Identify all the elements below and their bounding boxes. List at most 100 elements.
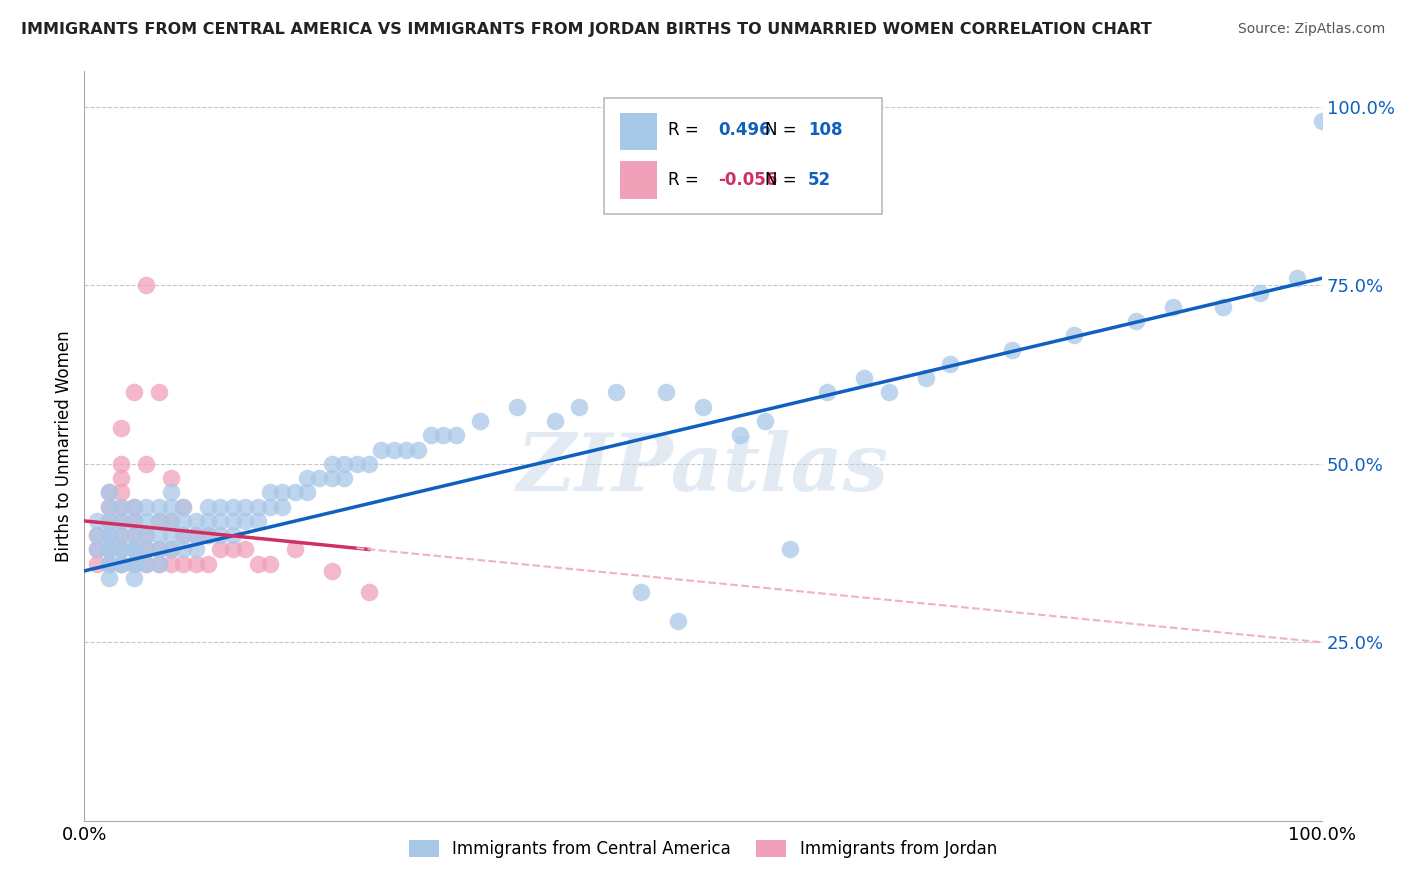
Point — [98, 500, 121, 514]
Point — [172, 528, 194, 542]
Point — [98, 542, 121, 557]
Point — [357, 585, 380, 599]
Point — [1063, 328, 1085, 343]
Point — [395, 442, 418, 457]
Point — [148, 542, 170, 557]
Point — [284, 542, 307, 557]
Point — [1310, 114, 1333, 128]
Point — [197, 514, 219, 528]
Point — [98, 485, 121, 500]
Point — [122, 514, 145, 528]
Point — [98, 500, 121, 514]
Point — [122, 557, 145, 571]
Point — [135, 514, 157, 528]
Point — [110, 557, 132, 571]
Point — [86, 542, 108, 557]
Point — [135, 557, 157, 571]
Text: ZIPatlas: ZIPatlas — [517, 430, 889, 508]
Point — [122, 557, 145, 571]
Point — [543, 414, 565, 428]
Point — [122, 542, 145, 557]
Point — [357, 457, 380, 471]
Point — [110, 421, 132, 435]
Point — [1285, 271, 1308, 285]
Point — [1212, 300, 1234, 314]
Point — [160, 485, 183, 500]
Point — [222, 542, 245, 557]
Point — [160, 514, 183, 528]
Point — [172, 557, 194, 571]
Point — [321, 564, 343, 578]
Point — [148, 542, 170, 557]
Point — [110, 500, 132, 514]
Point — [122, 385, 145, 400]
Point — [259, 557, 281, 571]
Text: 0.496: 0.496 — [718, 120, 770, 139]
Point — [172, 500, 194, 514]
Point — [148, 514, 170, 528]
Point — [1249, 285, 1271, 300]
Point — [728, 428, 751, 442]
Point — [160, 542, 183, 557]
Point — [197, 528, 219, 542]
Point — [148, 528, 170, 542]
Point — [148, 385, 170, 400]
Point — [110, 471, 132, 485]
Point — [98, 514, 121, 528]
Point — [295, 471, 318, 485]
Point — [135, 542, 157, 557]
Point — [184, 542, 207, 557]
Point — [184, 514, 207, 528]
Point — [86, 542, 108, 557]
Point — [160, 514, 183, 528]
Point — [370, 442, 392, 457]
Point — [110, 528, 132, 542]
Point — [852, 371, 875, 385]
Point — [233, 542, 256, 557]
Point — [939, 357, 962, 371]
Point — [284, 485, 307, 500]
Point — [408, 442, 430, 457]
Point — [135, 457, 157, 471]
Point — [655, 385, 678, 400]
Point — [160, 500, 183, 514]
Point — [222, 514, 245, 528]
Point — [110, 542, 132, 557]
FancyBboxPatch shape — [605, 97, 883, 214]
Point — [98, 557, 121, 571]
Point — [630, 585, 652, 599]
Point — [86, 514, 108, 528]
Point — [135, 528, 157, 542]
Point — [110, 457, 132, 471]
Point — [271, 485, 294, 500]
Legend: Immigrants from Central America, Immigrants from Jordan: Immigrants from Central America, Immigra… — [402, 833, 1004, 864]
Text: 108: 108 — [808, 120, 842, 139]
Point — [506, 400, 529, 414]
Point — [148, 557, 170, 571]
Point — [333, 471, 356, 485]
Point — [122, 528, 145, 542]
Point — [346, 457, 368, 471]
Point — [321, 471, 343, 485]
Point — [122, 528, 145, 542]
Point — [1161, 300, 1184, 314]
Point — [209, 514, 232, 528]
Point — [197, 557, 219, 571]
Point — [122, 557, 145, 571]
Point — [98, 528, 121, 542]
Point — [246, 514, 269, 528]
Point — [160, 528, 183, 542]
Point — [98, 528, 121, 542]
Point — [914, 371, 936, 385]
Point — [135, 500, 157, 514]
Point — [605, 385, 627, 400]
Point — [382, 442, 405, 457]
Point — [209, 542, 232, 557]
Point — [110, 485, 132, 500]
Point — [160, 471, 183, 485]
Point — [86, 528, 108, 542]
Point — [233, 500, 256, 514]
Point — [877, 385, 900, 400]
Point — [815, 385, 838, 400]
Point — [110, 514, 132, 528]
